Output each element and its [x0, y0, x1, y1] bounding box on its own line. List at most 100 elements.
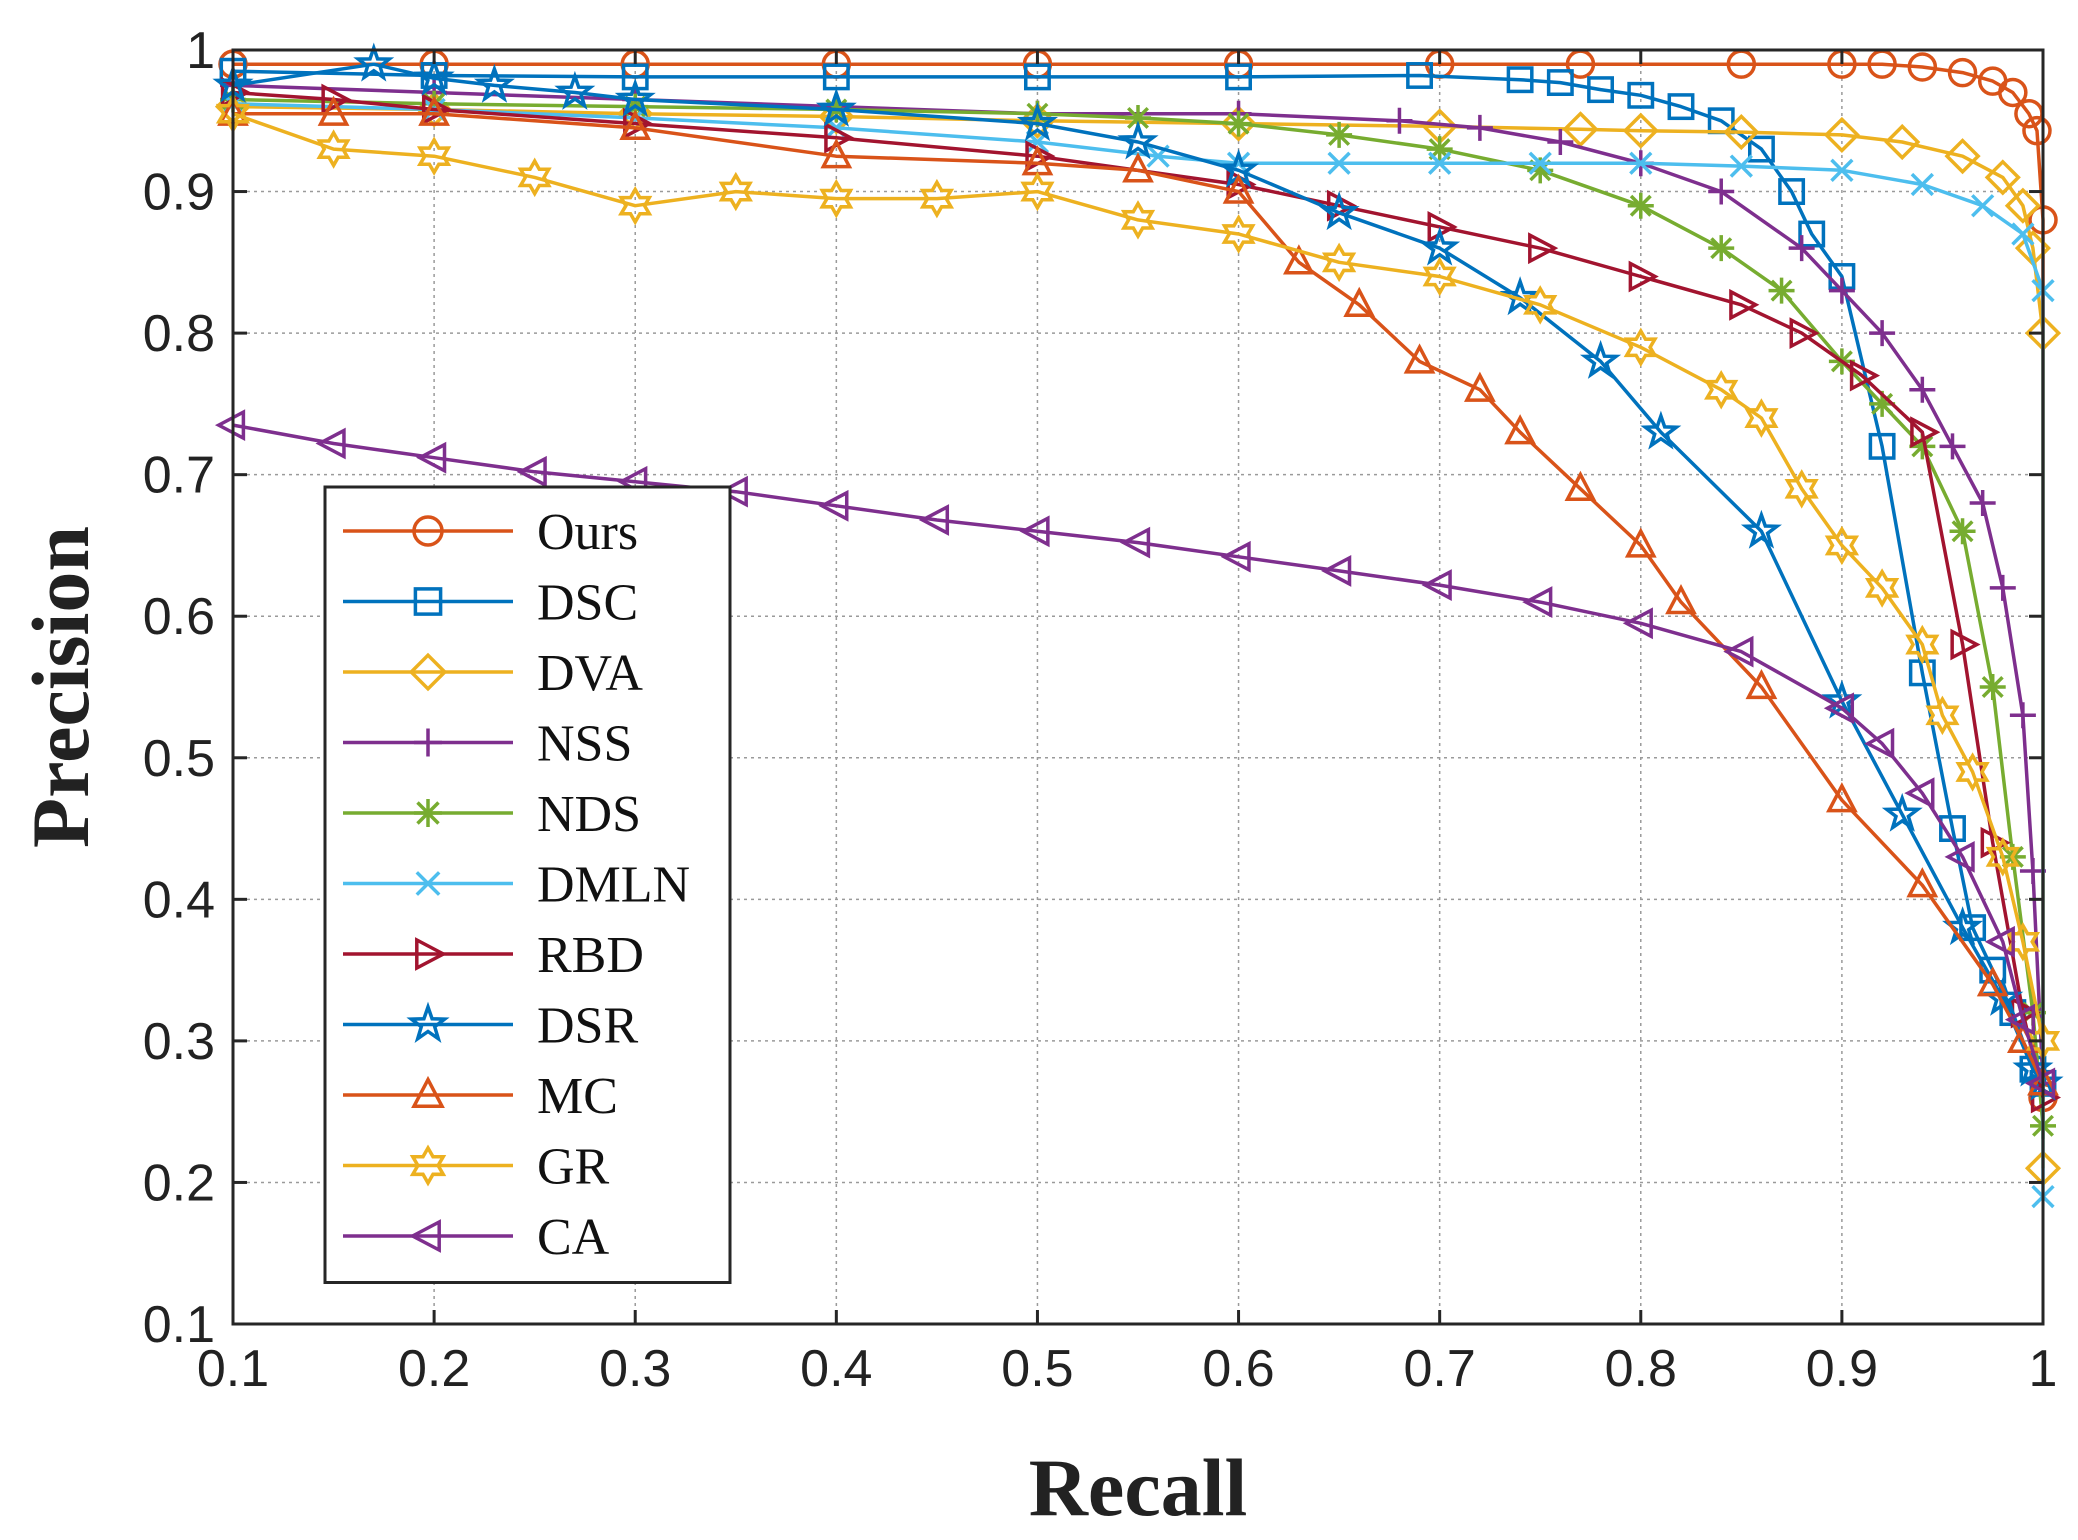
data-point-dsc — [1225, 63, 1253, 91]
data-point-gr — [919, 178, 955, 219]
data-point-mc — [820, 138, 853, 169]
data-point-dsc — [1587, 76, 1615, 104]
data-point-dmln — [1528, 151, 1552, 175]
data-point-rbd — [1729, 288, 1760, 321]
data-point-mc — [1745, 668, 1778, 700]
data-point-dva — [1220, 105, 1257, 142]
series-line-ca — [232, 423, 2045, 1084]
data-point-dva — [1562, 111, 1599, 148]
data-point-dva — [2004, 187, 2041, 224]
data-point-mc — [1282, 244, 1315, 275]
data-point-ca — [1019, 515, 1050, 548]
data-point-dsc — [1506, 66, 1534, 94]
data-point-ca — [1823, 692, 1855, 725]
data-point-dmln — [1830, 158, 1854, 182]
y-tick-label: 1 — [186, 22, 215, 80]
data-point-mc — [418, 95, 451, 126]
legend-marker-ca — [408, 1219, 441, 1253]
y-tick-label: 0.5 — [143, 730, 215, 788]
data-point-mc — [1825, 782, 1858, 813]
data-point-gr — [517, 157, 552, 198]
data-point-gr — [1422, 256, 1457, 297]
data-point-ca — [1220, 540, 1251, 573]
legend-item-dva: DVA — [343, 645, 643, 702]
data-point-gr — [1523, 285, 1558, 325]
data-point-dsr — [1016, 102, 1059, 142]
data-point-dmln — [1629, 151, 1653, 175]
series-mc — [217, 95, 2059, 1096]
x-tick-label: 0.4 — [800, 1340, 872, 1398]
x-tick-label: 0.9 — [1806, 1340, 1878, 1398]
data-point-nss — [1386, 107, 1413, 134]
data-point-gr — [618, 186, 653, 226]
data-point-nds — [1949, 518, 1976, 545]
series-line-rbd — [232, 90, 2045, 1098]
legend-item-dsr: DSR — [343, 998, 638, 1055]
data-point-nds — [1909, 433, 1936, 460]
legend-item-dmln: DMLN — [343, 857, 690, 914]
y-tick-label: 0.1 — [143, 1296, 215, 1354]
data-point-gr — [1321, 242, 1357, 283]
data-point-dsc — [1667, 93, 1695, 121]
data-point-dsc — [1778, 178, 1806, 206]
data-point-dsc — [1627, 81, 1655, 109]
data-point-dsr — [353, 42, 395, 82]
data-point-nds — [1225, 110, 1252, 137]
data-point-ours — [2022, 115, 2052, 146]
data-point-dva — [1723, 114, 1760, 151]
data-point-nss — [2009, 702, 2036, 729]
legend-item-nds: NDS — [343, 786, 641, 843]
data-point-ca — [918, 504, 950, 536]
x-tick-label: 0.3 — [599, 1340, 671, 1398]
data-point-dmln — [2011, 222, 2035, 246]
data-point-dsr — [473, 63, 515, 103]
data-point-ca — [315, 427, 346, 460]
series-dsr — [212, 42, 2064, 1101]
legend-item-ours: Ours — [343, 504, 638, 561]
y-tick-label: 0.2 — [143, 1154, 215, 1212]
legend-marker-gr — [409, 1144, 447, 1187]
legend-marker-dsr — [406, 1001, 450, 1044]
legend-label-dva: DVA — [537, 645, 643, 702]
data-point-ca — [1119, 526, 1151, 559]
legend-marker-dsc — [413, 587, 443, 616]
x-tick-label: 0.5 — [1001, 1340, 1073, 1398]
y-tick-label: 0.6 — [143, 588, 215, 646]
data-point-nds — [1869, 390, 1896, 417]
data-point-gr — [1623, 327, 1658, 367]
data-point-gr — [1864, 568, 1900, 608]
data-point-ours — [1907, 52, 1938, 82]
legend-marker-dva — [408, 652, 448, 692]
data-point-mc — [317, 95, 350, 126]
data-point-mc — [1463, 371, 1496, 402]
legend-marker-nds — [414, 799, 442, 827]
data-point-nds — [1979, 674, 2006, 700]
series-line-dsr — [232, 62, 2045, 1085]
data-point-dva — [1622, 112, 1659, 149]
data-point-dmln — [1910, 172, 1934, 197]
data-point-dmln — [1327, 151, 1351, 175]
series-line-mc — [233, 111, 2045, 1085]
legend-label-dsc: DSC — [537, 575, 638, 632]
data-point-dsc — [1546, 69, 1574, 97]
data-point-mc — [1665, 584, 1697, 615]
data-point-dva — [1984, 159, 2021, 196]
legend-item-mc: MC — [343, 1068, 618, 1125]
legend-label-ours: Ours — [537, 504, 638, 561]
y-tick-label: 0.4 — [143, 871, 215, 929]
data-point-nss — [1909, 376, 1936, 403]
data-point-dsc — [1406, 62, 1434, 89]
data-point-dsc — [1747, 135, 1775, 163]
legend-label-dsr: DSR — [537, 998, 638, 1055]
data-point-mc — [1976, 966, 2009, 997]
data-point-dsr — [1740, 509, 1782, 549]
data-point-rbd — [1950, 628, 1981, 661]
data-point-gr — [2005, 921, 2041, 962]
data-point-rbd — [1528, 232, 1559, 265]
data-point-ca — [516, 455, 547, 488]
data-point-nss — [1466, 114, 1493, 141]
x-tick-label: 0.6 — [1202, 1340, 1274, 1398]
data-point-mc — [1222, 173, 1255, 204]
data-point-gr — [1955, 752, 1990, 792]
